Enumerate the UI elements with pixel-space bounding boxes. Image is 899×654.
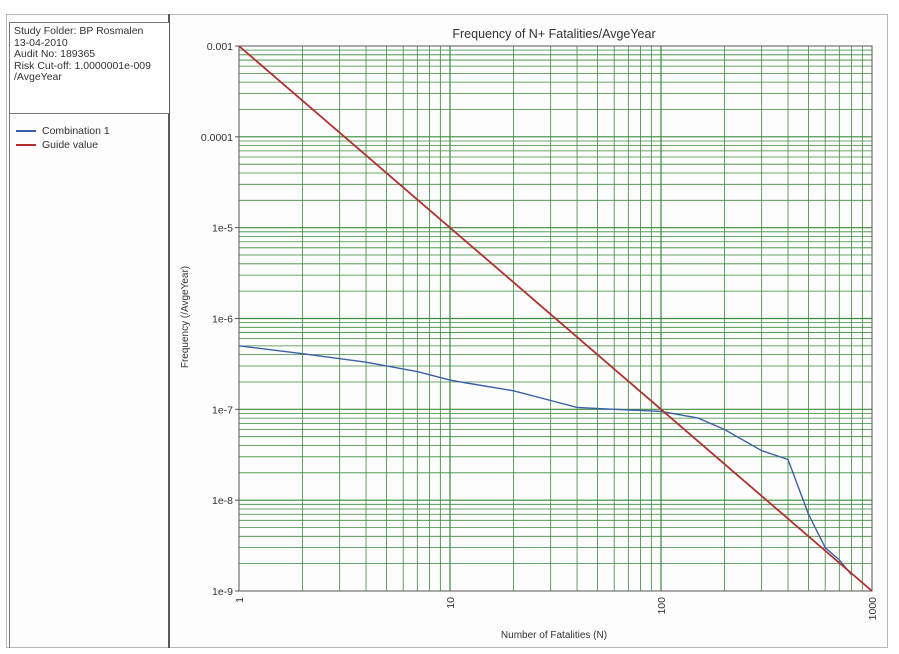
study-date-text: 13-04-2010	[14, 36, 68, 49]
x-tick-label: 1000	[867, 597, 879, 621]
y-axis-title: Frequency (/AvgeYear)	[180, 266, 191, 368]
series-line-combination-1	[238, 345, 853, 576]
side-panel: Study Folder: BP Rosmalen 13-04-2010 Aud…	[6, 14, 170, 648]
legend-item-combination-1: Combination 1	[10, 124, 169, 138]
y-tick-label: 1e-7	[212, 404, 233, 416]
y-tick-label: 1e-8	[212, 495, 233, 507]
study-info-box: Study Folder: BP Rosmalen 13-04-2010 Aud…	[9, 22, 169, 114]
legend-label-guide-value: Guide value	[42, 139, 99, 151]
legend-swatch-guide-value	[16, 144, 36, 146]
risk-cutoff-unit-text: /AvgeYear	[14, 71, 62, 83]
legend: Combination 1 Guide value	[9, 114, 169, 648]
y-tick-label: 1e-5	[212, 223, 233, 235]
tick-labels: 0.001 0.0001 1e-5 1e-6 1e-7 1e-8 1e-91 10 100 100…	[201, 41, 879, 620]
audit-number-text: Audit No: 189365	[14, 48, 96, 60]
report-frame	[6, 14, 888, 648]
risk-cutoff-text: Risk Cut-off: 1.0000001e-009	[14, 59, 151, 72]
x-tick-label: 1	[234, 597, 246, 603]
x-tick-label: 10	[445, 597, 457, 609]
x-tick-label: 100	[656, 597, 668, 615]
y-tick-label: 1e-6	[212, 314, 233, 326]
series-layer	[238, 45, 873, 592]
legend-label-combination-1: Combination 1	[42, 125, 110, 137]
chart-title: Frequency of N+ Fatalities/AvgeYear	[452, 27, 655, 41]
series-line-guide-value	[238, 45, 873, 592]
legend-item-guide-value: Guide value	[10, 138, 169, 152]
y-tick-label: 0.0001	[201, 132, 233, 144]
grid-layer	[239, 46, 872, 591]
x-axis-title: Number of Fatalities (N)	[501, 630, 607, 641]
y-tick-label: 1e-9	[212, 586, 233, 598]
study-folder-text: Study Folder: BP Rosmalen	[14, 25, 144, 37]
y-tick-label: 0.001	[207, 41, 233, 53]
legend-swatch-combination-1	[16, 130, 36, 132]
